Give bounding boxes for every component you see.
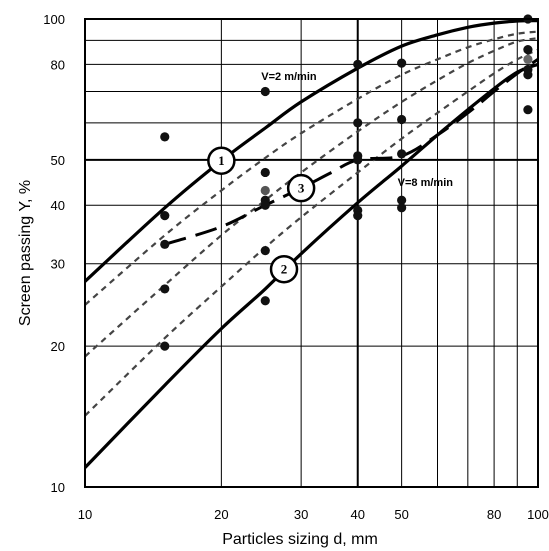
data-point (397, 149, 407, 159)
data-point (353, 118, 363, 128)
data-point (260, 296, 270, 306)
x-tick-label: 30 (294, 507, 308, 522)
y-axis-title: Screen passing Y, % (17, 180, 34, 326)
data-point (397, 114, 407, 125)
data-point (160, 284, 170, 294)
curve-3 (85, 37, 538, 358)
curve-marker-circle (207, 146, 236, 175)
y-tick-label: 50 (51, 153, 65, 168)
data-point (160, 132, 170, 142)
data-point (260, 185, 270, 196)
curve-marker-circle (286, 173, 316, 203)
curve-1 (85, 19, 538, 283)
y-tick-label: 100 (43, 12, 65, 27)
data-point (260, 86, 270, 97)
data-point (260, 200, 270, 210)
grid (84, 18, 539, 488)
curves (85, 19, 538, 469)
data-point (523, 45, 533, 55)
x-tick-label: 20 (214, 507, 228, 522)
y-tick-label: 20 (51, 339, 65, 354)
annotation: V=8 m/min (398, 177, 454, 189)
data-point (523, 105, 533, 115)
annotations: V=2 m/min V=8 m/min (261, 71, 453, 189)
x-tick-label: 80 (487, 507, 501, 522)
x-axis-title: Particles sizing d, mm (222, 531, 378, 548)
data-point (397, 195, 407, 205)
data-points (160, 14, 533, 351)
curve-markers: 1 2 3 (207, 146, 316, 284)
curve-marker-label: 1 (218, 153, 225, 168)
data-point (160, 341, 170, 351)
data-point (397, 203, 407, 213)
annotation: V=2 m/min (261, 71, 317, 83)
x-tick-label: 100 (527, 507, 549, 522)
x-tick-label: 10 (78, 507, 92, 522)
curve-marker-label: 2 (281, 262, 288, 277)
curve-marker-label: 3 (298, 181, 305, 196)
x-tick-labels: 10 20 30 40 50 80 100 (78, 507, 549, 522)
curve-marker-circle (269, 254, 299, 284)
curve-6 (85, 62, 538, 469)
y-tick-label: 30 (51, 257, 65, 272)
x-tick-label: 50 (394, 507, 408, 522)
y-tick-label: 10 (51, 480, 65, 495)
curve-4 (85, 48, 538, 417)
x-tick-label: 40 (350, 507, 364, 522)
data-point (397, 58, 407, 68)
data-point (523, 54, 533, 64)
data-point (260, 245, 270, 256)
data-point (353, 211, 363, 221)
plot-frame (84, 18, 539, 488)
y-tick-label: 40 (51, 198, 65, 213)
curve-2 (85, 30, 538, 306)
y-tick-labels: 10 20 30 40 50 80 100 (43, 12, 65, 495)
data-point (160, 239, 170, 249)
data-point (353, 59, 363, 69)
data-point (260, 167, 270, 178)
y-tick-label: 80 (51, 57, 65, 72)
data-point (353, 155, 363, 165)
data-point (160, 211, 170, 221)
data-point (523, 70, 533, 80)
